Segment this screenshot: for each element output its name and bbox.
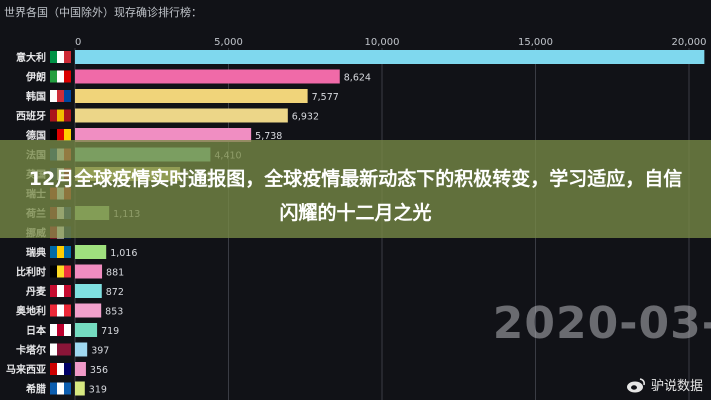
watermark: 驴说数据 bbox=[625, 375, 703, 394]
bar-row: 瑞典 1,016 bbox=[26, 245, 137, 259]
category-label: 卡塔尔 bbox=[16, 344, 46, 357]
x-tick-label: 10,000 bbox=[365, 37, 400, 48]
headline-banner bbox=[0, 140, 711, 238]
x-tick-label: 20,000 bbox=[672, 37, 707, 48]
bar bbox=[75, 128, 252, 142]
flag-icon bbox=[50, 265, 71, 278]
category-label: 日本 bbox=[26, 324, 47, 337]
bar bbox=[75, 323, 98, 337]
value-label: 397 bbox=[91, 346, 109, 357]
bar-row: 马来西亚 356 bbox=[6, 362, 108, 376]
bar bbox=[75, 381, 85, 396]
category-label: 韩国 bbox=[26, 90, 46, 103]
category-label: 德国 bbox=[25, 129, 46, 142]
bar-row: 日本 719 bbox=[26, 323, 119, 337]
category-label: 比利时 bbox=[16, 266, 46, 279]
bar-row: 伊朗 8,624 bbox=[25, 69, 371, 84]
value-label: 319 bbox=[89, 385, 107, 396]
flag-icon bbox=[50, 324, 71, 336]
bar-row: 比利时 881 bbox=[16, 264, 124, 279]
bar-row: 希腊 319 bbox=[25, 381, 107, 396]
bar bbox=[75, 89, 308, 103]
category-label: 瑞典 bbox=[26, 246, 46, 259]
category-label: 希腊 bbox=[25, 383, 46, 396]
flag-icon bbox=[50, 304, 71, 317]
bar bbox=[75, 245, 107, 259]
bar bbox=[75, 69, 340, 84]
flag-icon bbox=[50, 90, 71, 102]
value-label: 5,738 bbox=[255, 131, 282, 142]
category-label: 意大利 bbox=[16, 51, 46, 64]
flag-icon bbox=[50, 109, 71, 122]
value-label: 853 bbox=[105, 307, 123, 318]
headline: 12月全球疫情实时通报图，全球疫情最新动态下的积极转变，学习适应，自信闪耀的十二… bbox=[28, 168, 683, 224]
flag-icon bbox=[50, 70, 71, 83]
bar bbox=[75, 284, 102, 298]
bar bbox=[75, 342, 88, 357]
bar-row: 卡塔尔 397 bbox=[16, 342, 109, 357]
date-label: 2020-03- bbox=[492, 298, 711, 349]
category-label: 丹麦 bbox=[26, 285, 47, 298]
flag-icon bbox=[50, 51, 71, 63]
x-tick-label: 0 bbox=[75, 37, 81, 48]
flag-icon bbox=[50, 382, 71, 395]
category-label: 伊朗 bbox=[25, 71, 46, 84]
bar-row: 丹麦 872 bbox=[26, 284, 124, 298]
flag-icon bbox=[50, 246, 71, 258]
value-label: 8,624 bbox=[344, 73, 371, 84]
bar-row: 德国 5,738 bbox=[25, 128, 282, 142]
value-label: 6,932 bbox=[292, 112, 319, 123]
x-axis-ticks: 0 5,000 10,000 15,000 20,000 bbox=[75, 37, 707, 48]
x-tick-label: 15,000 bbox=[518, 37, 553, 48]
watermark-text: 驴说数据 bbox=[650, 379, 703, 394]
bar bbox=[75, 108, 288, 123]
weibo-icon bbox=[626, 377, 645, 392]
flag-icon bbox=[50, 363, 71, 375]
value-label: 7,577 bbox=[312, 92, 339, 103]
bar-row: 韩国 7,577 bbox=[26, 89, 339, 103]
bar bbox=[75, 303, 102, 318]
value-label: 872 bbox=[106, 287, 124, 298]
flag-icon bbox=[50, 129, 71, 141]
bar bbox=[75, 50, 705, 64]
value-label: 881 bbox=[106, 268, 124, 279]
bar bbox=[75, 362, 86, 376]
value-label: 1,016 bbox=[110, 248, 137, 259]
x-tick-label: 5,000 bbox=[214, 37, 243, 48]
chart-title: 世界各国（中国除外）现存确诊排行榜： bbox=[4, 6, 202, 19]
value-label: 719 bbox=[101, 326, 119, 337]
category-label: 西班牙 bbox=[16, 110, 46, 123]
bar-row: 奥地利 853 bbox=[16, 303, 123, 318]
bar-row: 意大利 bbox=[16, 50, 705, 64]
flag-icon bbox=[50, 343, 71, 356]
value-label: 356 bbox=[90, 365, 108, 376]
category-label: 马来西亚 bbox=[6, 363, 46, 376]
bar bbox=[75, 264, 103, 279]
flag-icon bbox=[50, 285, 71, 297]
category-label: 奥地利 bbox=[16, 305, 46, 318]
bar-row: 西班牙 6,932 bbox=[16, 108, 319, 123]
